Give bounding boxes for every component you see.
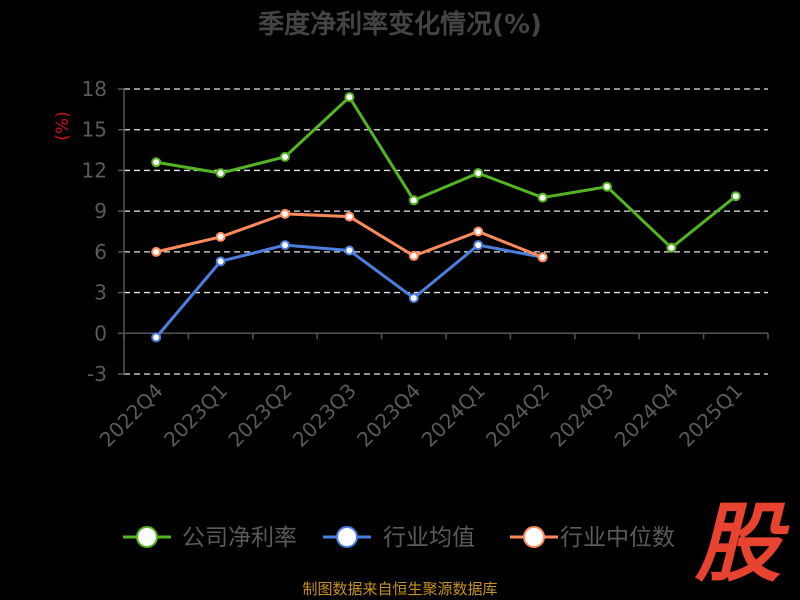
x-tick-label: 2022Q4 [95,379,168,452]
legend-label: 公司净利率 [182,525,297,551]
chart-title: 季度净利率变化情况(%) [258,9,542,40]
data-point [602,181,612,192]
data-point [408,195,419,206]
data-point [215,256,226,267]
x-tick-label: 2023Q1 [159,379,232,452]
x-tick-label: 2024Q4 [610,379,683,452]
data-point [344,211,355,222]
series-line-0 [155,95,737,250]
data-point [215,231,226,242]
x-tick-label: 2024Q2 [481,379,554,452]
axis-layer: -3 0 3 6 9 12 15 18 2022Q42023Q12023Q22023Q32023… [82,77,769,452]
y-tick-label: 6 [94,240,107,264]
data-point [280,240,290,251]
grid-layer [124,88,768,375]
data-source-note: 制图数据来自恒生聚源数据库 [302,580,498,598]
data-point [473,240,484,251]
x-tick-label: 2024Q3 [545,379,618,452]
legend: 公司净利率 行业均值 行业中位数 [123,525,675,551]
y-tick-label: 15 [82,118,107,142]
data-point [537,252,548,263]
data-point [215,168,226,179]
y-tick-label: -3 [87,362,107,386]
y-tick-label: 18 [82,77,107,101]
x-tick-label: 2023Q4 [352,379,425,452]
data-point [280,208,290,219]
data-point [280,151,290,162]
legend-label: 行业中位数 [560,525,675,551]
y-tick-label: 12 [82,158,107,182]
data-point [473,168,484,179]
data-point [151,157,162,168]
x-tick-label: 2023Q3 [288,379,361,452]
series-line-1 [155,243,543,339]
series-layer [151,92,741,343]
y-tick-label: 9 [94,199,107,223]
legend-label: 行业均值 [383,525,475,551]
data-point [151,246,162,257]
data-point [730,191,741,202]
data-point [344,92,355,103]
x-tick-label: 2024Q1 [417,379,490,452]
data-point [344,245,355,256]
data-point [408,293,419,303]
data-point [537,192,548,203]
legend-marker [523,526,545,548]
data-point [473,226,484,237]
legend-marker [336,526,358,548]
x-tick-label: 2025Q1 [674,379,747,452]
data-point [151,332,162,343]
data-point [408,250,419,261]
y-unit-label: (%) [53,111,73,140]
y-tick-label: 3 [94,281,107,305]
data-point [666,242,677,253]
brand-logo: 股 [694,494,790,594]
x-tick-label: 2023Q2 [223,379,296,452]
legend-marker [136,526,158,548]
y-tick-label: 0 [94,321,107,345]
